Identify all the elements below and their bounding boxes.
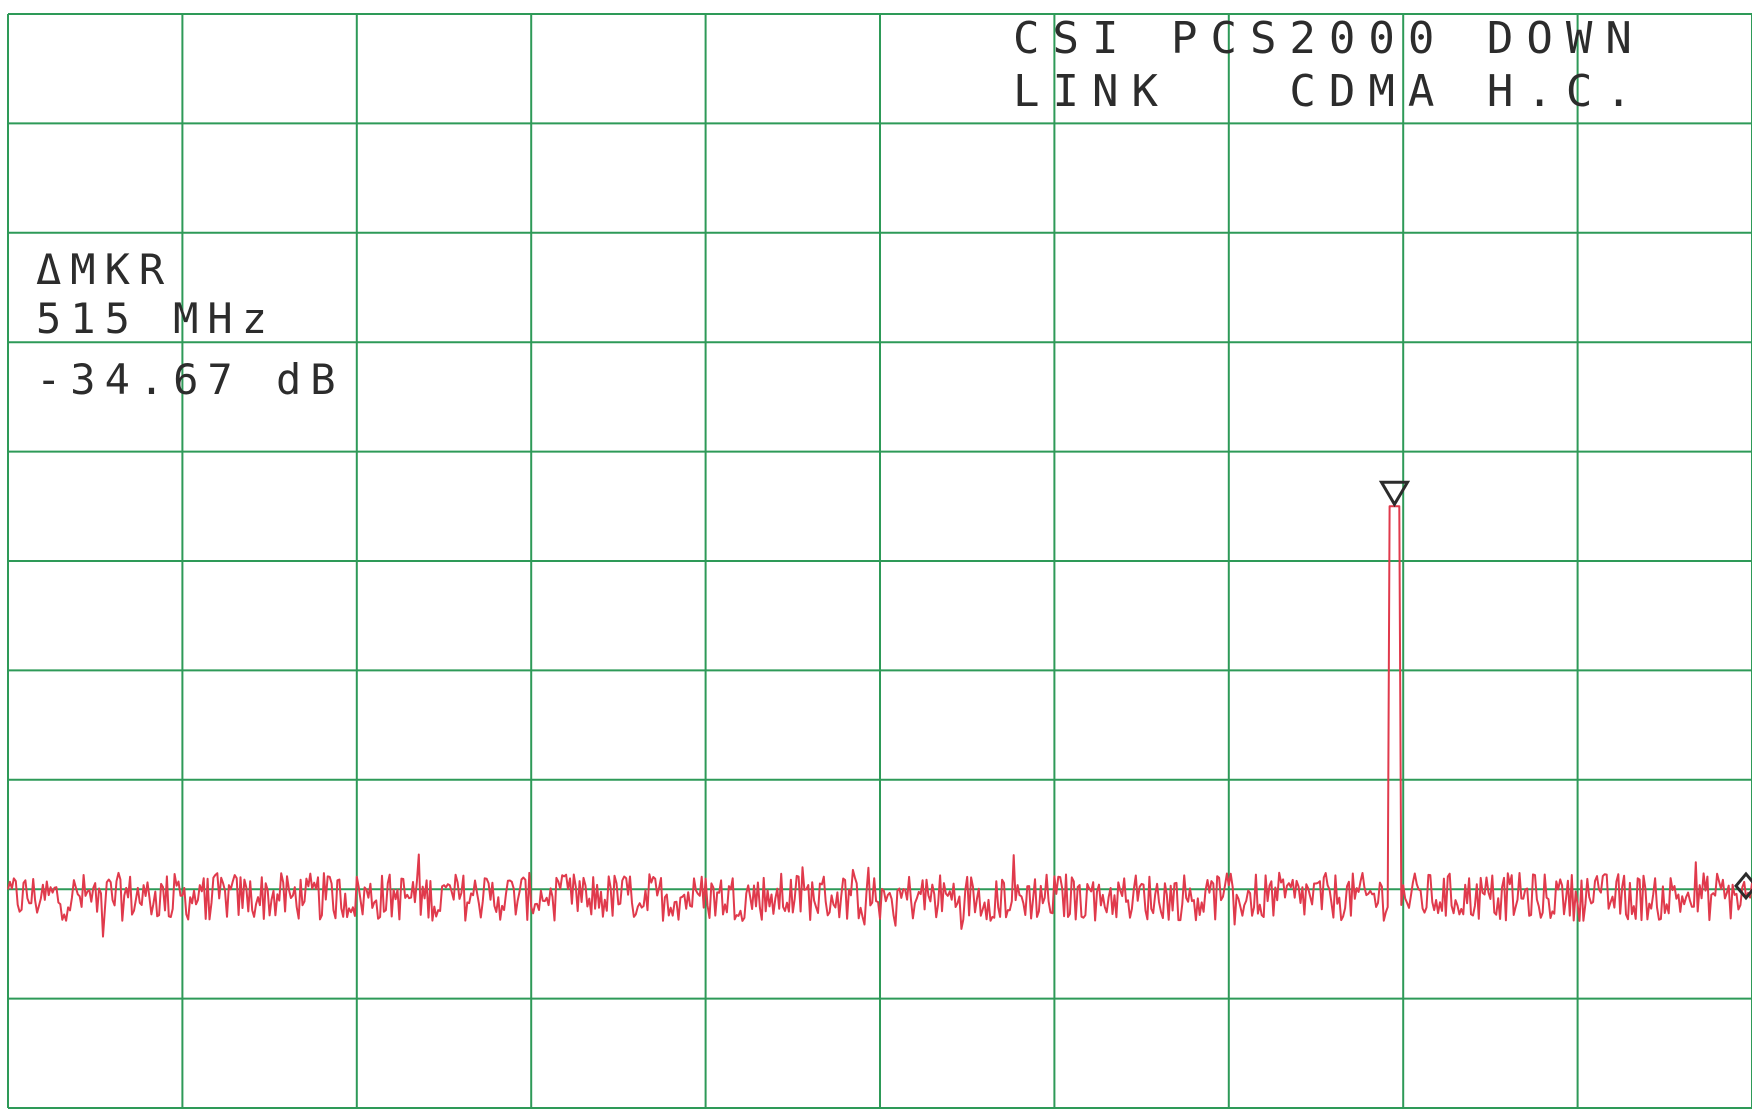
plot-grid <box>7 13 1752 1109</box>
trace-group <box>7 505 1752 938</box>
delta-marker-label: ΔMKR <box>36 245 173 294</box>
delta-marker-amplitude: -34.67 dB <box>36 355 345 404</box>
title-line-2: LINK CDMA H.C. <box>1013 66 1645 117</box>
peak-marker-group <box>1378 480 1752 901</box>
reference-marker-diamond <box>1734 871 1752 901</box>
delta-marker-frequency: 515 MHz <box>36 294 276 343</box>
peak-marker-triangle <box>1378 480 1411 508</box>
title-line-1: CSI PCS2000 DOWN <box>1013 13 1645 64</box>
spectrum-trace <box>7 505 1752 938</box>
